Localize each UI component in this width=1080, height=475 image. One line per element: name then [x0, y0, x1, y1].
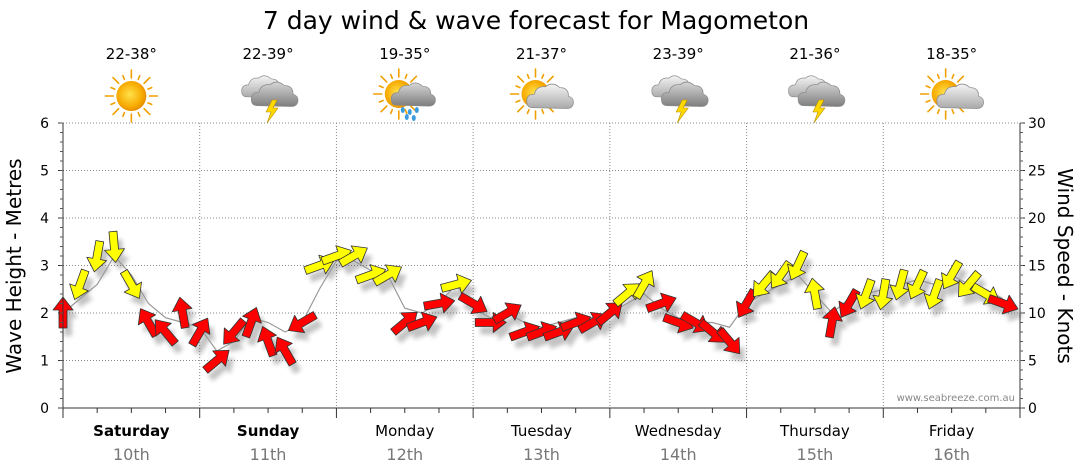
day-name: Thursday — [779, 422, 850, 440]
left-tick-label: 1 — [40, 354, 49, 370]
left-tick-label: 4 — [40, 211, 49, 227]
day-labels: Saturday 10th Sunday 11th Monday 12th Tuesday 1… — [93, 422, 974, 464]
sun-cloud-rain-icon — [372, 68, 436, 121]
day-date: 14th — [660, 445, 697, 464]
day-date: 15th — [797, 445, 834, 464]
wind-arrow — [822, 306, 843, 339]
day-date: 11th — [250, 445, 287, 464]
wind-arrow — [406, 311, 438, 332]
day-date: 10th — [113, 445, 150, 464]
wind-arrow — [86, 240, 107, 273]
wave-shadow — [58, 239, 1023, 382]
wind-arrow-shadow — [600, 310, 628, 334]
wind-arrow — [274, 336, 297, 367]
left-tick-label: 3 — [40, 259, 49, 275]
wind-arrow — [119, 269, 142, 299]
wind-arrow — [338, 245, 368, 268]
wind-arrow — [770, 260, 794, 289]
day-name: Tuesday — [510, 422, 572, 440]
wind-arrow — [716, 327, 741, 355]
wind-arrow — [632, 270, 655, 300]
weather-row: 22-38° 22-39° 19-35° 21-37° 23-39° 21-36° 18-3… — [104, 45, 984, 124]
partly-cloudy-icon — [509, 68, 574, 120]
wind-arrow — [855, 278, 876, 310]
temperature-range: 22-38° — [106, 45, 157, 63]
left-tick-label: 2 — [40, 306, 49, 322]
day-name: Wednesday — [635, 422, 722, 440]
temperature-range: 23-39° — [653, 45, 704, 63]
wind-arrow-shadow — [411, 320, 442, 340]
wind-arrow — [372, 264, 402, 287]
day-name: Friday — [929, 422, 975, 440]
right-tick-label: 30 — [1028, 116, 1046, 132]
left-axis-title: Wave Height - Metres — [2, 158, 26, 373]
wind-arrow — [69, 268, 90, 300]
wind-arrow — [423, 292, 456, 314]
thunderstorm-icon — [788, 75, 846, 124]
wind-arrow — [171, 296, 193, 329]
wind-arrow — [872, 278, 894, 311]
day-name: Sunday — [237, 422, 300, 440]
right-tick-label: 25 — [1028, 164, 1046, 180]
temperature-range: 19-35° — [379, 45, 430, 63]
wind-arrow — [202, 349, 230, 374]
wind-arrow-shadow — [343, 253, 373, 275]
day-name: Saturday — [93, 422, 170, 440]
right-tick-label: 10 — [1028, 306, 1046, 322]
left-tick-label: 5 — [40, 164, 49, 180]
temperature-range: 21-36° — [789, 45, 840, 63]
wind-arrow — [804, 277, 825, 310]
right-axis-title: Wind Speed - Knots — [1053, 168, 1077, 364]
wind-arrow — [223, 317, 247, 345]
right-tick-label: 0 — [1028, 401, 1037, 417]
day-name: Monday — [375, 422, 434, 440]
wind-arrow — [645, 292, 677, 313]
day-date: 13th — [523, 445, 560, 464]
wind-arrow — [188, 317, 211, 348]
wind-arrow — [154, 319, 179, 347]
wind-arrow — [787, 249, 809, 281]
chart-title: 7 day wind & wave forecast for Magometon — [263, 6, 809, 35]
wind-arrow — [457, 292, 488, 315]
thunderstorm-icon — [651, 75, 709, 124]
wind-arrow — [987, 294, 1019, 315]
wind-arrow — [440, 273, 472, 294]
wind-arrow — [241, 307, 262, 339]
day-date: 16th — [933, 445, 970, 464]
wind-arrows — [52, 230, 1019, 374]
wind-arrow-shadow — [293, 319, 323, 341]
right-tick-label: 15 — [1028, 259, 1046, 275]
right-tick-label: 5 — [1028, 354, 1037, 370]
wind-arrow — [838, 288, 861, 318]
day-date: 12th — [386, 445, 423, 464]
wind-arrow — [697, 318, 726, 343]
temperature-range: 22-39° — [243, 45, 294, 63]
temperature-range: 18-35° — [926, 45, 977, 63]
wind-arrow — [752, 270, 777, 298]
temperature-range: 21-37° — [516, 45, 567, 63]
wind-arrow — [104, 230, 125, 263]
wind-arrow — [906, 268, 928, 300]
wind-arrow — [736, 288, 758, 318]
wind-arrow — [941, 259, 964, 290]
right-tick-label: 20 — [1028, 211, 1046, 227]
wind-arrow-shadow — [497, 310, 527, 332]
wind-arrow — [287, 311, 318, 334]
wind-arrow — [595, 302, 623, 327]
x-axis-ticks — [62, 408, 1021, 418]
wind-arrow-shadow — [207, 358, 235, 382]
partly-cloudy-icon — [919, 68, 984, 120]
wind-arrow — [923, 278, 944, 310]
wind-arrow — [491, 302, 522, 325]
credit-text: www.seabreeze.com.au — [897, 393, 1015, 404]
thunderstorm-icon — [241, 75, 299, 124]
sunny-icon — [104, 69, 159, 123]
left-tick-label: 0 — [40, 401, 49, 417]
wind-arrow — [889, 268, 910, 301]
left-y-ticks: 0 1 2 3 4 5 6 — [40, 116, 63, 417]
right-y-ticks: 0 5 10 15 20 25 30 — [1020, 116, 1046, 417]
left-tick-label: 6 — [40, 116, 49, 132]
